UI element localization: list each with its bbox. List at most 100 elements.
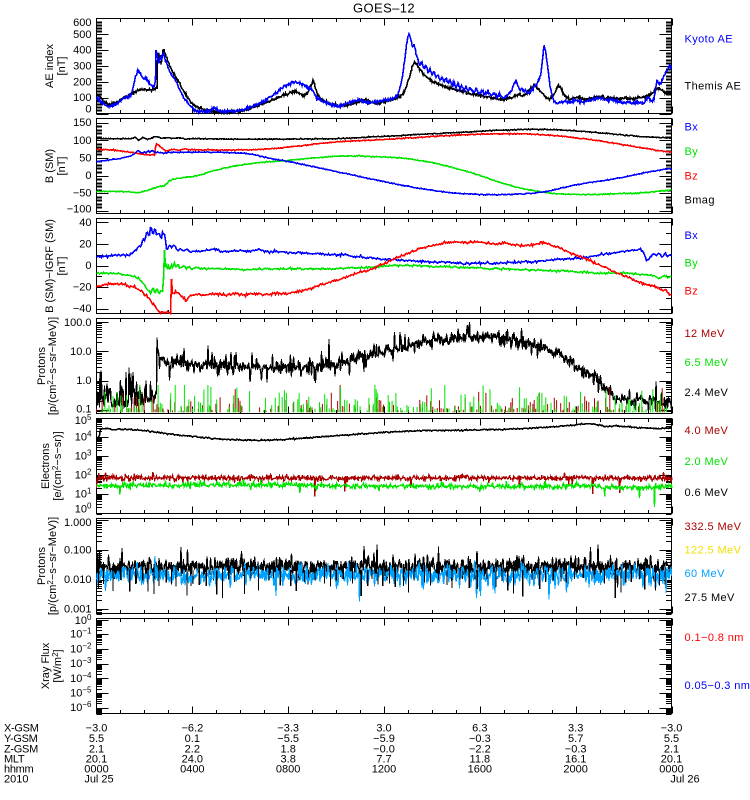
svg-text:Bx: Bx <box>685 230 699 242</box>
svg-text:GOES–12: GOES–12 <box>353 1 415 16</box>
svg-text:−0.0: −0.0 <box>373 744 395 756</box>
svg-text:1600: 1600 <box>468 764 492 776</box>
svg-text:2010: 2010 <box>4 774 28 786</box>
svg-text:27.5 MeV: 27.5 MeV <box>685 592 736 604</box>
svg-text:[e/(cm2−s−sr)]: [e/(cm2−s−sr)] <box>51 431 64 500</box>
svg-text:−5.9: −5.9 <box>373 733 395 745</box>
svg-text:100: 100 <box>73 92 91 104</box>
svg-text:0800: 0800 <box>276 764 300 776</box>
svg-text:Xray Flux: Xray Flux <box>40 642 52 689</box>
svg-text:3.3: 3.3 <box>568 723 583 735</box>
svg-text:0.100: 0.100 <box>64 545 92 557</box>
svg-text:−3.0: −3.0 <box>86 723 108 735</box>
svg-text:20: 20 <box>79 238 91 250</box>
svg-text:By: By <box>685 258 699 270</box>
svg-text:Bmag: Bmag <box>685 195 715 207</box>
svg-text:−50: −50 <box>73 188 92 200</box>
svg-text:300: 300 <box>73 61 91 73</box>
svg-text:Bx: Bx <box>685 122 699 134</box>
svg-text:2.2: 2.2 <box>185 744 200 756</box>
svg-text:200: 200 <box>73 76 91 88</box>
svg-text:5.5: 5.5 <box>664 733 679 745</box>
svg-text:3.8: 3.8 <box>281 754 296 766</box>
svg-text:1.8: 1.8 <box>281 744 296 756</box>
svg-text:2.1: 2.1 <box>664 744 679 756</box>
svg-text:0.6 MeV: 0.6 MeV <box>685 487 729 499</box>
svg-text:16.1: 16.1 <box>565 754 586 766</box>
svg-text:Bz: Bz <box>685 171 699 183</box>
svg-text:2000: 2000 <box>563 764 587 776</box>
svg-text:0.1: 0.1 <box>76 404 91 416</box>
svg-text:0000: 0000 <box>659 764 683 776</box>
svg-text:[nT]: [nT] <box>56 157 68 176</box>
svg-text:0: 0 <box>85 170 91 182</box>
svg-text:7.7: 7.7 <box>376 754 391 766</box>
svg-text:Bz: Bz <box>685 286 699 298</box>
svg-text:2.0 MeV: 2.0 MeV <box>685 456 729 468</box>
svg-text:100.0: 100.0 <box>64 317 92 329</box>
svg-text:20.1: 20.1 <box>661 754 682 766</box>
svg-text:11.8: 11.8 <box>470 754 491 766</box>
svg-text:0400: 0400 <box>180 764 204 776</box>
svg-text:−0.3: −0.3 <box>565 744 587 756</box>
svg-text:−40: −40 <box>73 303 92 315</box>
svg-text:Z-GSM: Z-GSM <box>4 744 38 756</box>
svg-text:6.5 MeV: 6.5 MeV <box>685 357 729 369</box>
svg-text:B (SM): B (SM) <box>44 149 56 183</box>
svg-text:24.0: 24.0 <box>182 754 203 766</box>
svg-text:5.7: 5.7 <box>568 733 583 745</box>
svg-text:20.1: 20.1 <box>86 754 107 766</box>
svg-text:Themis AE: Themis AE <box>685 81 742 93</box>
svg-text:0.010: 0.010 <box>64 574 92 586</box>
svg-text:0000: 0000 <box>84 764 108 776</box>
svg-text:1.0: 1.0 <box>76 375 91 387</box>
svg-text:1.000: 1.000 <box>64 517 92 529</box>
svg-text:3.0: 3.0 <box>376 723 391 735</box>
svg-text:100: 100 <box>73 135 91 147</box>
svg-text:Protons: Protons <box>36 547 48 585</box>
svg-text:12 MeV: 12 MeV <box>685 328 726 340</box>
svg-text:−2.2: −2.2 <box>469 744 491 756</box>
svg-text:122.5 MeV: 122.5 MeV <box>685 545 742 557</box>
svg-text:[nT]: [nT] <box>56 257 68 276</box>
svg-text:X-GSM: X-GSM <box>4 723 39 735</box>
svg-text:[W/m2]: [W/m2] <box>51 649 64 682</box>
svg-text:Jul 26: Jul 26 <box>670 774 699 786</box>
svg-text:MLT: MLT <box>4 754 25 766</box>
svg-text:400: 400 <box>73 45 91 57</box>
svg-text:10.0: 10.0 <box>70 346 91 358</box>
svg-text:500: 500 <box>73 29 91 41</box>
svg-text:332.5 MeV: 332.5 MeV <box>685 521 742 533</box>
svg-text:hhmm: hhmm <box>4 764 33 776</box>
svg-text:5.5: 5.5 <box>89 733 104 745</box>
svg-text:4.0 MeV: 4.0 MeV <box>685 425 729 437</box>
svg-text:−100: −100 <box>67 204 92 216</box>
svg-text:Kyoto AE: Kyoto AE <box>685 34 733 46</box>
svg-text:0: 0 <box>85 260 91 272</box>
svg-text:−3.0: −3.0 <box>661 723 683 735</box>
svg-text:AE index: AE index <box>44 43 56 88</box>
svg-text:150: 150 <box>73 117 91 129</box>
svg-text:0.1: 0.1 <box>185 733 200 745</box>
svg-text:−20: −20 <box>73 282 92 294</box>
svg-text:[p/(cm2−s−sr−MeV)]: [p/(cm2−s−sr−MeV)] <box>46 517 59 615</box>
svg-text:0.05−0.3 nm: 0.05−0.3 nm <box>685 680 750 692</box>
svg-text:0.001: 0.001 <box>64 604 92 616</box>
svg-text:Jul 25: Jul 25 <box>84 774 113 786</box>
svg-text:40: 40 <box>79 217 91 229</box>
svg-text:[nT]: [nT] <box>56 57 68 76</box>
svg-text:50: 50 <box>79 152 91 164</box>
svg-text:Protons: Protons <box>36 347 48 385</box>
svg-text:2.1: 2.1 <box>89 744 104 756</box>
svg-text:−3.3: −3.3 <box>277 723 299 735</box>
svg-text:2.4 MeV: 2.4 MeV <box>685 387 729 399</box>
svg-text:B (SM)−IGRF (SM): B (SM)−IGRF (SM) <box>44 219 56 313</box>
svg-text:0: 0 <box>85 104 91 116</box>
svg-text:−5.5: −5.5 <box>277 733 299 745</box>
svg-text:−6.2: −6.2 <box>181 723 203 735</box>
svg-text:Electrons: Electrons <box>40 443 52 489</box>
svg-text:6.3: 6.3 <box>472 723 487 735</box>
svg-text:60 MeV: 60 MeV <box>685 568 726 580</box>
svg-text:600: 600 <box>73 17 91 29</box>
svg-text:0.1−0.8 nm: 0.1−0.8 nm <box>685 632 744 644</box>
